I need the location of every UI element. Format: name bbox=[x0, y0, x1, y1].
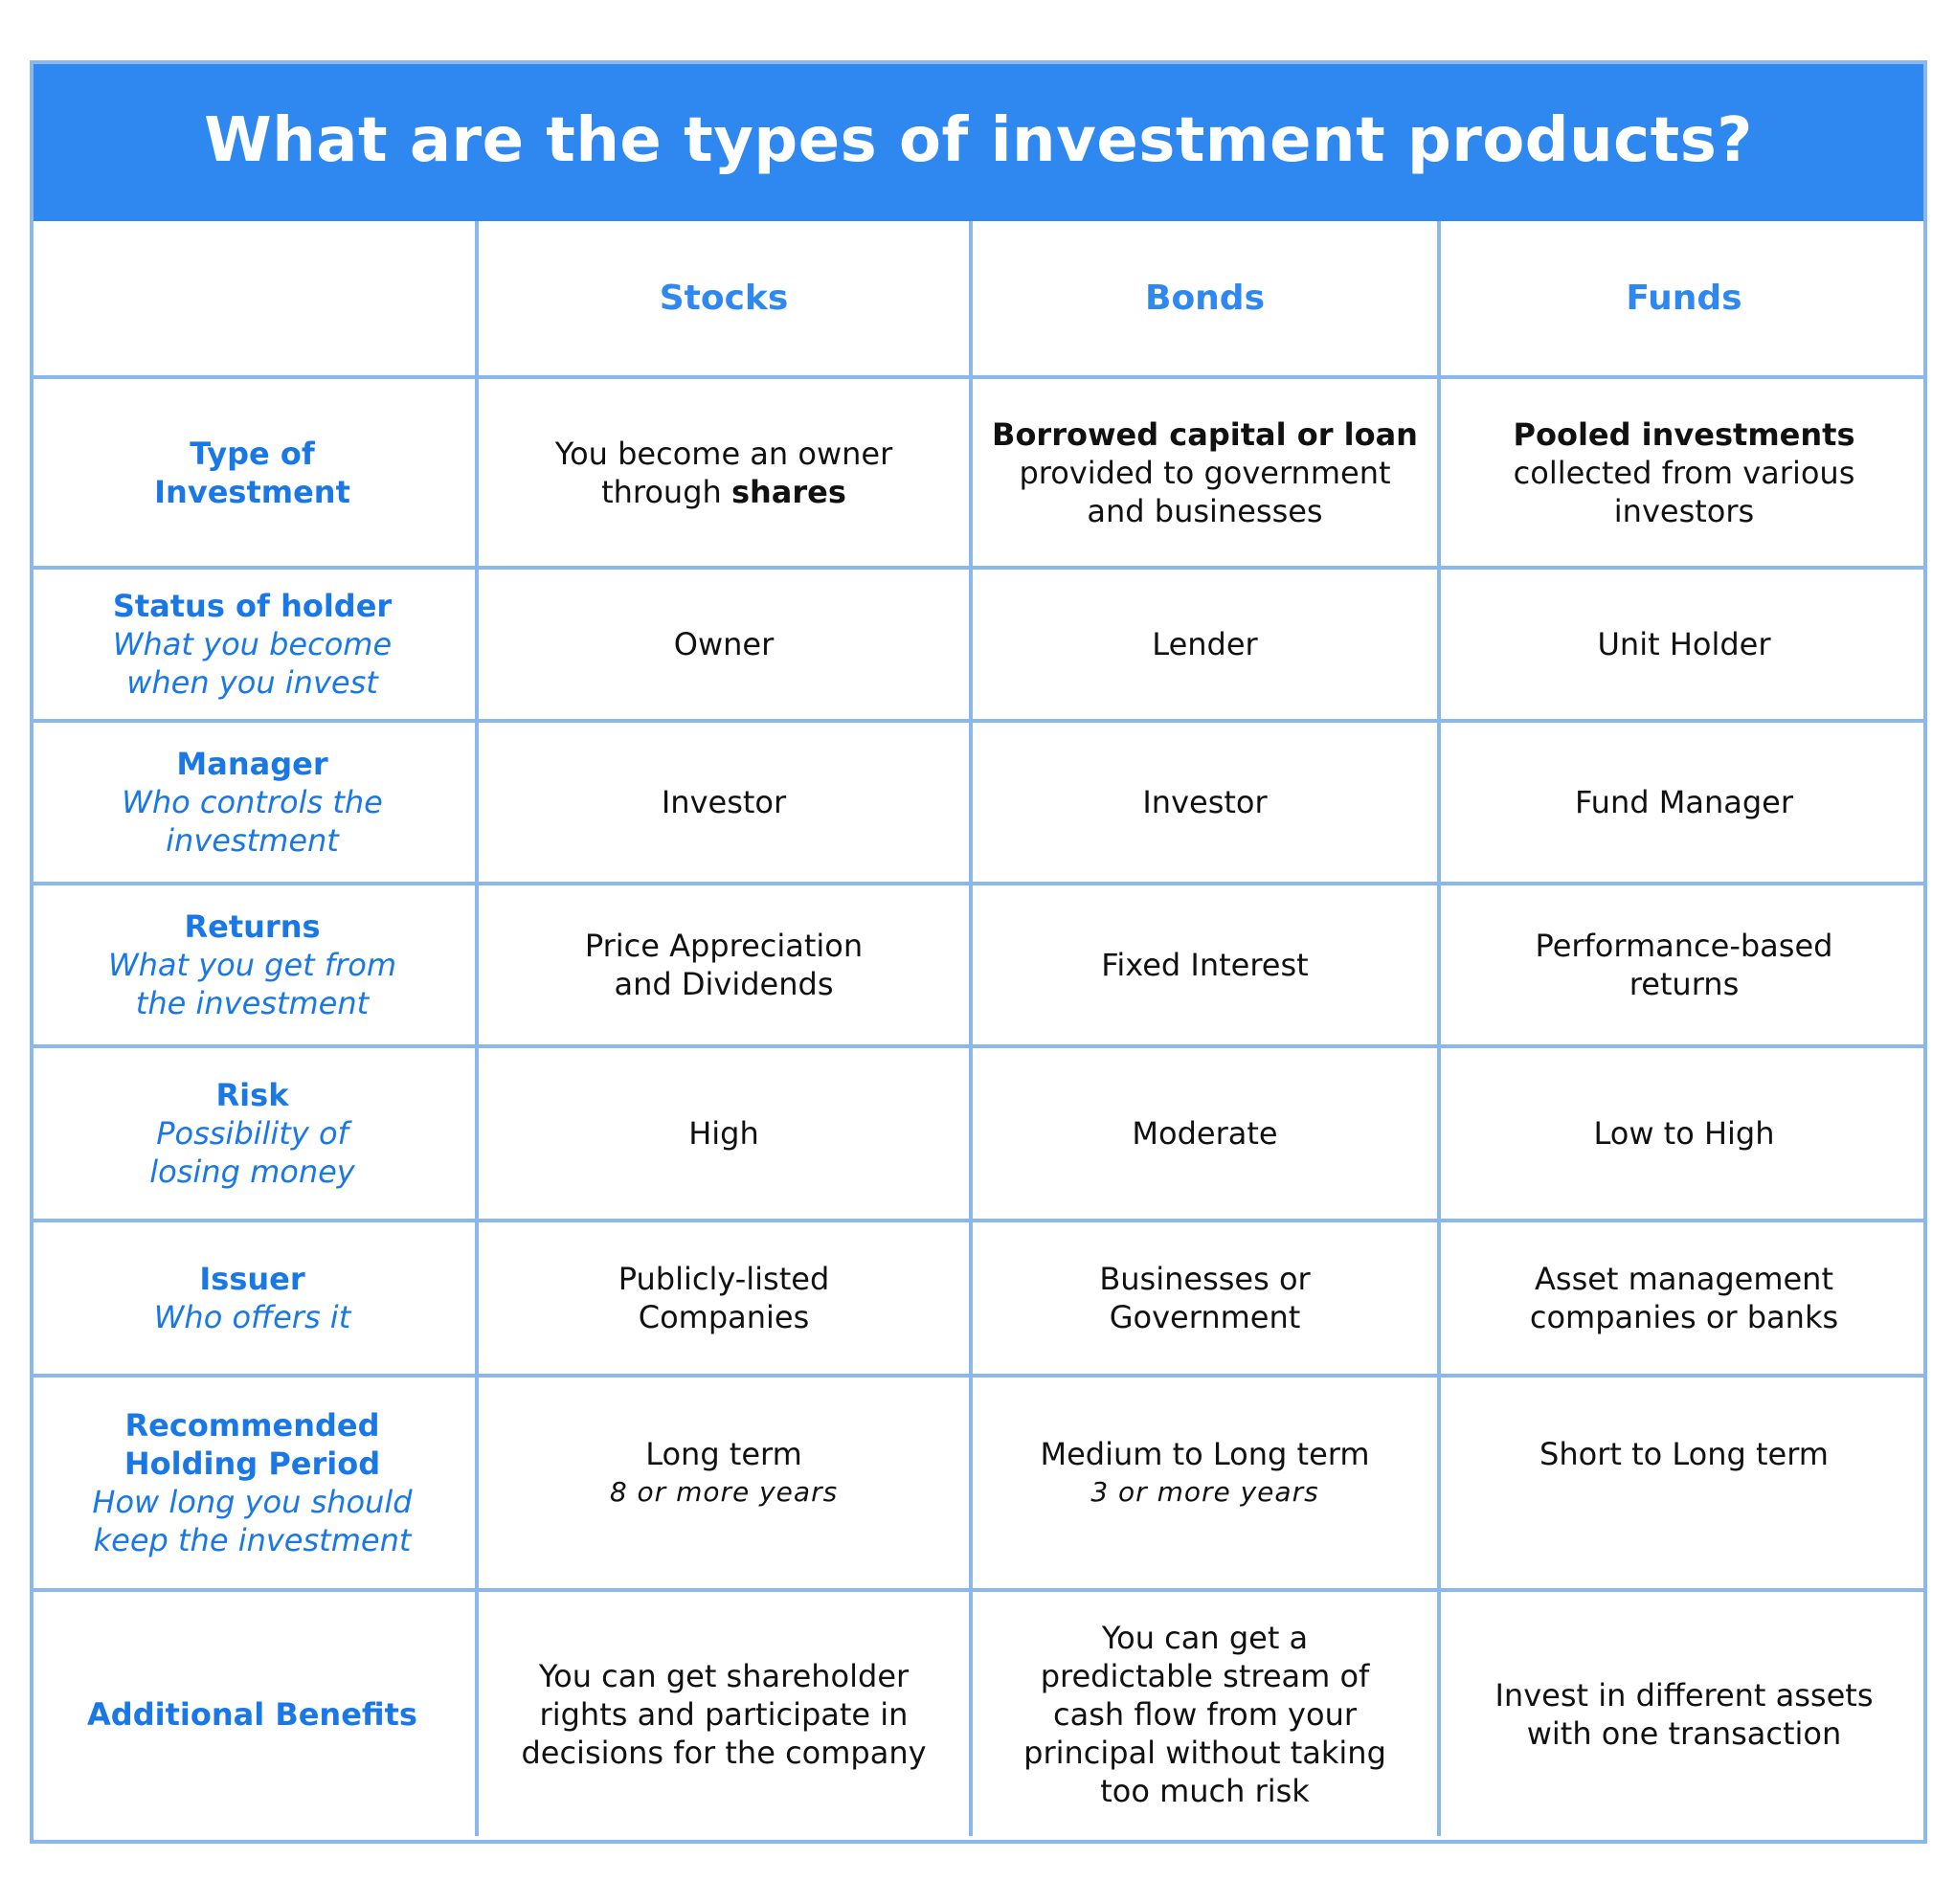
row-label-title: Type of Investment bbox=[154, 435, 350, 510]
cell-funds-type: Pooled investments collected from variou… bbox=[1437, 375, 1927, 570]
header-row: Stocks Bonds Funds bbox=[30, 221, 1927, 379]
row-label-subtitle: What you get from the investment bbox=[107, 947, 397, 1021]
row-label-type-of-investment: Type of Investment bbox=[30, 375, 479, 570]
cell-bonds-benefits: You can get a predictable stream of cash… bbox=[969, 1588, 1441, 1836]
cell-bonds-holding: Medium to Long term 3 or more years bbox=[969, 1374, 1441, 1592]
cell-funds-holding: Short to Long term bbox=[1437, 1374, 1927, 1592]
cell-stocks-issuer: Publicly-listed Companies bbox=[475, 1219, 973, 1378]
cell-bonds-status: Lender bbox=[969, 566, 1441, 723]
cell-note: 3 or more years bbox=[1090, 1476, 1319, 1508]
cell-stocks-holding: Long term 8 or more years bbox=[475, 1374, 973, 1592]
cell-stocks-manager: Investor bbox=[475, 719, 973, 885]
cell-funds-status: Unit Holder bbox=[1437, 566, 1927, 723]
row-label-subtitle: Possibility of losing money bbox=[149, 1115, 355, 1190]
cell-text: Long term bbox=[645, 1436, 802, 1472]
table-row: Status of holder What you become when yo… bbox=[30, 566, 1927, 723]
row-label-title: Manager bbox=[176, 746, 328, 782]
cell-text: You become an owner through bbox=[554, 435, 893, 510]
table-frame bbox=[30, 60, 1927, 1844]
cell-funds-manager: Fund Manager bbox=[1437, 719, 1927, 885]
table-row: Manager Who controls the investment Inve… bbox=[30, 719, 1927, 885]
row-label-title: Risk bbox=[215, 1077, 289, 1113]
cell-text: Short to Long term bbox=[1539, 1436, 1829, 1472]
row-label-title: Additional Benefits bbox=[87, 1695, 417, 1733]
column-header-funds: Funds bbox=[1437, 221, 1927, 379]
cell-text: collected from various investors bbox=[1513, 454, 1855, 529]
comparison-table: Stocks Bonds Funds Type of Investment Yo… bbox=[30, 221, 1927, 1836]
cell-stocks-benefits: You can get shareholder rights and parti… bbox=[475, 1588, 973, 1836]
cell-bonds-type: Borrowed capital or loan provided to gov… bbox=[969, 375, 1441, 570]
corner-cell bbox=[30, 221, 479, 379]
row-label-title: Issuer bbox=[199, 1261, 305, 1297]
title-banner: What are the types of investment product… bbox=[30, 60, 1927, 221]
column-header-stocks: Stocks bbox=[475, 221, 973, 379]
row-label-title: Status of holder bbox=[112, 588, 393, 624]
table-row: Recommended Holding Period How long you … bbox=[30, 1374, 1927, 1592]
row-label-subtitle: What you become when you invest bbox=[112, 626, 393, 701]
table-row: Issuer Who offers it Publicly-listed Com… bbox=[30, 1219, 1927, 1378]
cell-text: Medium to Long term bbox=[1040, 1436, 1370, 1472]
cell-bonds-issuer: Businesses or Government bbox=[969, 1219, 1441, 1378]
table-row: Risk Possibility of losing money High Mo… bbox=[30, 1044, 1927, 1222]
page-title: What are the types of investment product… bbox=[204, 105, 1753, 176]
row-label-subtitle: Who controls the investment bbox=[122, 784, 383, 859]
cell-stocks-risk: High bbox=[475, 1044, 973, 1222]
row-label-subtitle: How long you should keep the investment bbox=[92, 1484, 413, 1558]
table-row: Returns What you get from the investment… bbox=[30, 882, 1927, 1048]
row-label-holding-period: Recommended Holding Period How long you … bbox=[30, 1374, 479, 1592]
row-label-risk: Risk Possibility of losing money bbox=[30, 1044, 479, 1222]
cell-stocks-type: You become an owner through shares bbox=[475, 375, 973, 570]
cell-funds-issuer: Asset management companies or banks bbox=[1437, 1219, 1927, 1378]
table-row: Type of Investment You become an owner t… bbox=[30, 375, 1927, 570]
cell-bold-text: Pooled investments bbox=[1513, 415, 1855, 453]
row-label-status-of-holder: Status of holder What you become when yo… bbox=[30, 566, 479, 723]
cell-bold-text: Borrowed capital or loan bbox=[992, 415, 1418, 453]
cell-bonds-risk: Moderate bbox=[969, 1044, 1441, 1222]
row-label-subtitle: Who offers it bbox=[153, 1299, 351, 1335]
cell-funds-benefits: Invest in different assets with one tran… bbox=[1437, 1588, 1927, 1836]
row-label-title: Recommended Holding Period bbox=[124, 1407, 381, 1482]
cell-stocks-returns: Price Appreciation and Dividends bbox=[475, 882, 973, 1048]
cell-bonds-returns: Fixed Interest bbox=[969, 882, 1441, 1048]
row-label-issuer: Issuer Who offers it bbox=[30, 1219, 479, 1378]
cell-funds-risk: Low to High bbox=[1437, 1044, 1927, 1222]
table-row: Additional Benefits You can get sharehol… bbox=[30, 1588, 1927, 1836]
row-label-manager: Manager Who controls the investment bbox=[30, 719, 479, 885]
cell-bold-text: shares bbox=[730, 473, 846, 510]
cell-stocks-status: Owner bbox=[475, 566, 973, 723]
cell-text: provided to government and businesses bbox=[1019, 454, 1391, 529]
cell-note: 8 or more years bbox=[609, 1476, 839, 1508]
row-label-additional-benefits: Additional Benefits bbox=[30, 1588, 479, 1836]
row-label-returns: Returns What you get from the investment bbox=[30, 882, 479, 1048]
cell-bonds-manager: Investor bbox=[969, 719, 1441, 885]
column-header-bonds: Bonds bbox=[969, 221, 1441, 379]
row-label-title: Returns bbox=[184, 908, 321, 945]
cell-funds-returns: Performance-based returns bbox=[1437, 882, 1927, 1048]
